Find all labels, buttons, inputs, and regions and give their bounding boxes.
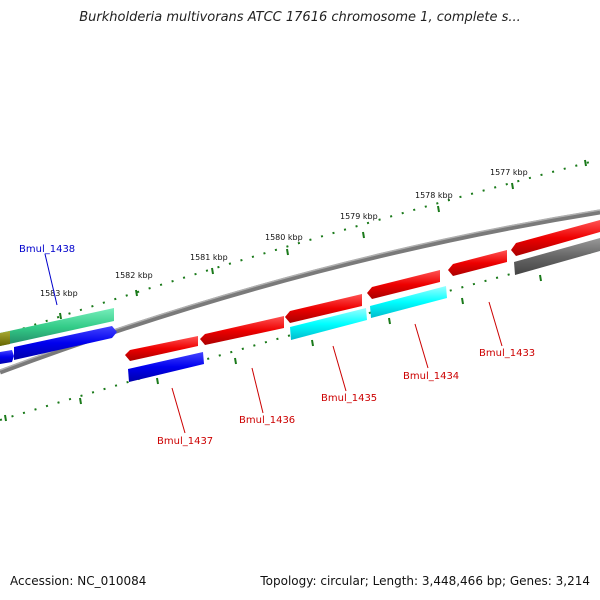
outer-major-ticks bbox=[59, 159, 587, 320]
accession-text: Accession: NC_010084 bbox=[10, 574, 147, 588]
scale-label-1582: 1582 kbp bbox=[115, 271, 153, 280]
scale-label-1583: 1583 kbp bbox=[40, 289, 78, 298]
gene-arrow-gray[interactable] bbox=[514, 238, 600, 275]
gene-arrow-olive[interactable] bbox=[0, 331, 10, 346]
gene-arrow-red-2[interactable] bbox=[200, 316, 284, 345]
gene-arrow-red-5[interactable] bbox=[448, 250, 507, 276]
inner-major-ticks bbox=[4, 274, 542, 422]
gene-label-bmul-1438[interactable]: Bmul_1438 bbox=[19, 244, 75, 255]
gene-arrow-red-4[interactable] bbox=[367, 270, 440, 299]
gene-label-bmul-1436[interactable]: Bmul_1436 bbox=[239, 415, 295, 426]
gene-label-bmul-1435[interactable]: Bmul_1435 bbox=[321, 393, 377, 404]
label-leaders bbox=[44, 253, 503, 434]
scale-label-1580: 1580 kbp bbox=[265, 233, 303, 242]
scale-label-1578: 1578 kbp bbox=[415, 191, 453, 200]
reverse-genes bbox=[14, 238, 600, 382]
gene-arrow-blue-3[interactable] bbox=[128, 352, 204, 382]
scale-label-1581: 1581 kbp bbox=[190, 253, 228, 262]
gene-arrow-blue-1[interactable] bbox=[0, 350, 14, 364]
gene-arrow-blue-2[interactable] bbox=[14, 326, 117, 360]
gene-label-bmul-1434[interactable]: Bmul_1434 bbox=[403, 371, 459, 382]
map-title: Burkholderia multivorans ATCC 17616 chro… bbox=[79, 10, 521, 25]
forward-genes bbox=[0, 220, 600, 364]
gene-arrow-cyan-1[interactable] bbox=[290, 308, 367, 340]
gene-arrow-red-3[interactable] bbox=[285, 294, 362, 323]
gene-arrow-cyan-2[interactable] bbox=[370, 286, 447, 318]
gene-arrow-teal[interactable] bbox=[0, 308, 114, 346]
gene-label-bmul-1433[interactable]: Bmul_1433 bbox=[479, 348, 535, 359]
gene-arrow-red-6[interactable] bbox=[511, 220, 600, 256]
gene-arrow-red-1[interactable] bbox=[125, 336, 198, 361]
gene-label-bmul-1437[interactable]: Bmul_1437 bbox=[157, 436, 213, 447]
scale-label-1577: 1577 kbp bbox=[490, 168, 528, 177]
scale-label-1579: 1579 kbp bbox=[340, 212, 378, 221]
topology-text: Topology: circular; Length: 3,448,466 bp… bbox=[260, 574, 590, 588]
